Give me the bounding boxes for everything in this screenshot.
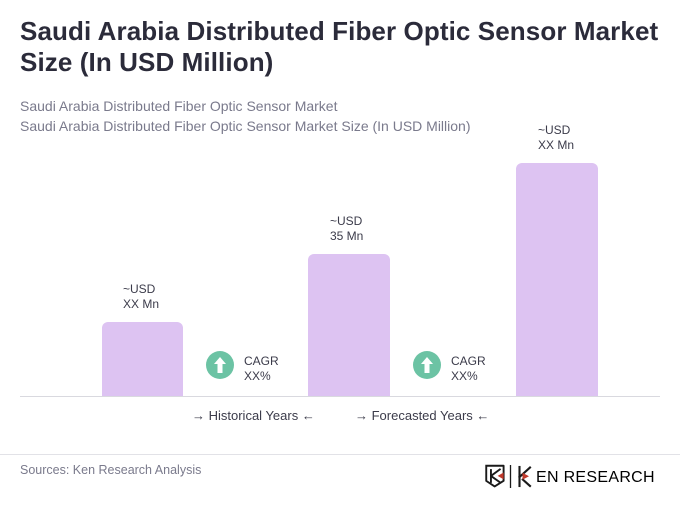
svg-text:EN RESEARCH: EN RESEARCH xyxy=(536,469,655,486)
